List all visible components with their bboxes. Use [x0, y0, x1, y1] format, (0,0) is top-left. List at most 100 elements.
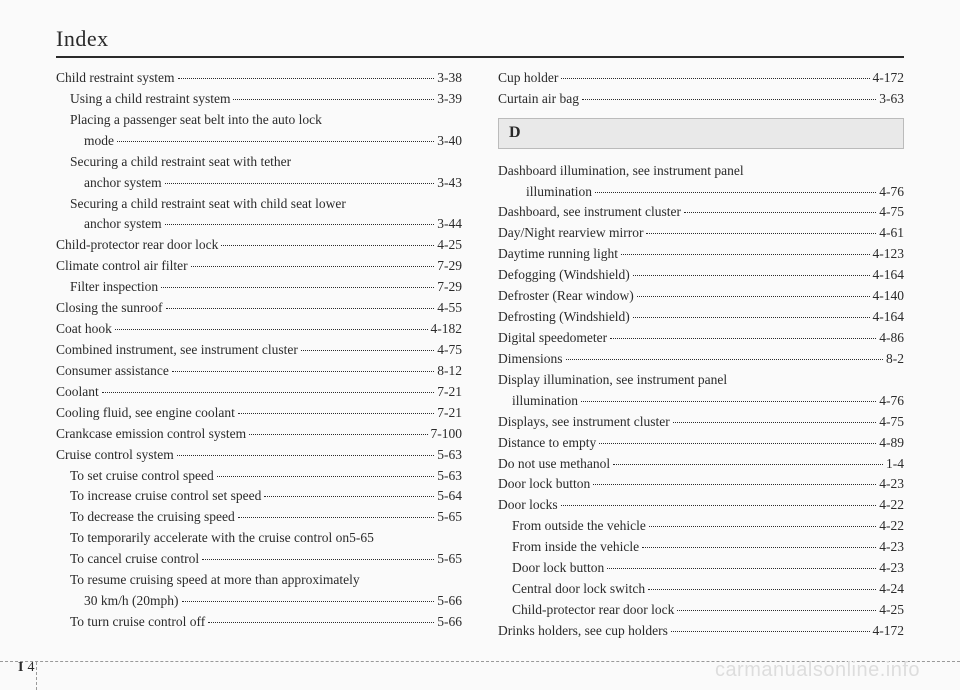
entry-dots: [637, 296, 870, 297]
entry-label: Child-protector rear door lock: [56, 235, 218, 256]
entry-page: 5-66: [437, 591, 462, 612]
entry-dots: [165, 183, 435, 184]
index-entry: anchor system3-43: [56, 173, 462, 194]
page-header: Index: [56, 26, 904, 58]
entry-dots: [202, 559, 434, 560]
entry-page: 3-39: [437, 89, 462, 110]
entry-label: Door lock button: [512, 558, 604, 579]
left-column: Child restraint system3-38Using a child …: [56, 68, 462, 642]
entry-dots: [671, 631, 870, 632]
entry-label: From inside the vehicle: [512, 537, 639, 558]
index-entry: To increase cruise control set speed5-64: [56, 486, 462, 507]
entry-page: 8-2: [886, 349, 904, 370]
entry-dots: [599, 443, 876, 444]
entry-page: 4-23: [879, 558, 904, 579]
entry-label: Cup holder: [498, 68, 558, 89]
index-entry: Securing a child restraint seat with tet…: [56, 152, 462, 173]
entry-label: Coolant: [56, 382, 99, 403]
index-entry: Cruise control system 5-63: [56, 445, 462, 466]
entry-label: Defogging (Windshield): [498, 265, 630, 286]
entry-dots: [178, 78, 435, 79]
entry-label: Day/Night rearview mirror: [498, 223, 643, 244]
entry-page: 4-140: [873, 286, 905, 307]
entry-dots: [633, 275, 870, 276]
entry-label: Digital speedometer: [498, 328, 607, 349]
entry-page: 8-12: [437, 361, 462, 382]
entry-label: To decrease the cruising speed: [70, 507, 235, 528]
entry-page: 4-172: [873, 68, 905, 89]
section-letter: D: [503, 124, 521, 141]
entry-dots: [581, 401, 876, 402]
entry-label: Defrosting (Windshield): [498, 307, 630, 328]
entry-dots: [633, 317, 870, 318]
index-entry: Climate control air filter7-29: [56, 256, 462, 277]
entry-page: 4-55: [437, 298, 462, 319]
entry-page: 5-63: [437, 466, 462, 487]
entry-label: Placing a passenger seat belt into the a…: [70, 110, 322, 131]
entry-page: 3-38: [437, 68, 462, 89]
section-divider: D: [498, 118, 904, 149]
entry-label: Using a child restraint system: [70, 89, 230, 110]
footer-page: 4: [27, 660, 34, 675]
right-column: Cup holder4-172Curtain air bag3-63 D Das…: [498, 68, 904, 642]
entry-label: Central door lock switch: [512, 579, 645, 600]
entry-label: To cancel cruise control: [70, 549, 199, 570]
index-entry: Do not use methanol1-4: [498, 454, 904, 475]
entry-page: 5-63: [437, 445, 462, 466]
entry-page: 7-29: [437, 256, 462, 277]
entry-dots: [233, 99, 434, 100]
index-entry: Displays, see instrument cluster4-75: [498, 412, 904, 433]
index-entry: Child-protector rear door lock4-25: [56, 235, 462, 256]
entry-dots: [561, 505, 877, 506]
entry-page: 4-75: [879, 412, 904, 433]
index-entry: Door locks 4-22: [498, 495, 904, 516]
entry-label: anchor system: [84, 214, 162, 235]
entry-page: 4-22: [879, 495, 904, 516]
entry-dots: [642, 547, 876, 548]
entry-page: 4-75: [437, 340, 462, 361]
entry-page: 4-22: [879, 516, 904, 537]
entry-label: Child-protector rear door lock: [512, 600, 674, 621]
index-entry: Display illumination, see instrument pan…: [498, 370, 904, 391]
entry-dots: [566, 359, 883, 360]
entry-dots: [217, 476, 434, 477]
entry-page: 4-164: [873, 265, 905, 286]
index-entry: Placing a passenger seat belt into the a…: [56, 110, 462, 131]
entry-label: To turn cruise control off: [70, 612, 205, 633]
index-entry: Cup holder 4-172: [498, 68, 904, 89]
index-entry: anchor system3-44: [56, 214, 462, 235]
entry-dots: [115, 329, 428, 330]
entry-label: Dashboard illumination, see instrument p…: [498, 161, 744, 182]
entry-dots: [613, 464, 883, 465]
right-column-bottom: Dashboard illumination, see instrument p…: [498, 161, 904, 642]
entry-label: anchor system: [84, 173, 162, 194]
entry-dots: [208, 622, 434, 623]
index-entry: Filter inspection7-29: [56, 277, 462, 298]
right-column-top: Cup holder4-172Curtain air bag3-63: [498, 68, 904, 110]
entry-label: illumination: [512, 391, 578, 412]
index-entry: Day/Night rearview mirror4-61: [498, 223, 904, 244]
index-entry: Drinks holders, see cup holders4-172: [498, 621, 904, 642]
index-entry: Using a child restraint system 3-39: [56, 89, 462, 110]
entry-label: Daytime running light: [498, 244, 618, 265]
index-entry: Coat hook4-182: [56, 319, 462, 340]
entry-label: Distance to empty: [498, 433, 596, 454]
entry-dots: [161, 287, 434, 288]
entry-page: 3-63: [879, 89, 904, 110]
entry-label: From outside the vehicle: [512, 516, 646, 537]
entry-label: To set cruise control speed: [70, 466, 214, 487]
entry-page: 4-172: [873, 621, 905, 642]
index-entry: To set cruise control speed 5-63: [56, 466, 462, 487]
index-entry: Consumer assistance8-12: [56, 361, 462, 382]
index-entry: Defroster (Rear window)4-140: [498, 286, 904, 307]
index-entry: Securing a child restraint seat with chi…: [56, 194, 462, 215]
entry-dots: [649, 526, 876, 527]
entry-label: Cruise control system: [56, 445, 174, 466]
entry-page: 4-89: [879, 433, 904, 454]
index-entry: Dashboard illumination, see instrument p…: [498, 161, 904, 182]
entry-label: Door locks: [498, 495, 558, 516]
entry-page: 4-76: [879, 182, 904, 203]
entry-dots: [182, 601, 435, 602]
index-entry: Child restraint system3-38: [56, 68, 462, 89]
page-footer: I4: [18, 660, 34, 676]
